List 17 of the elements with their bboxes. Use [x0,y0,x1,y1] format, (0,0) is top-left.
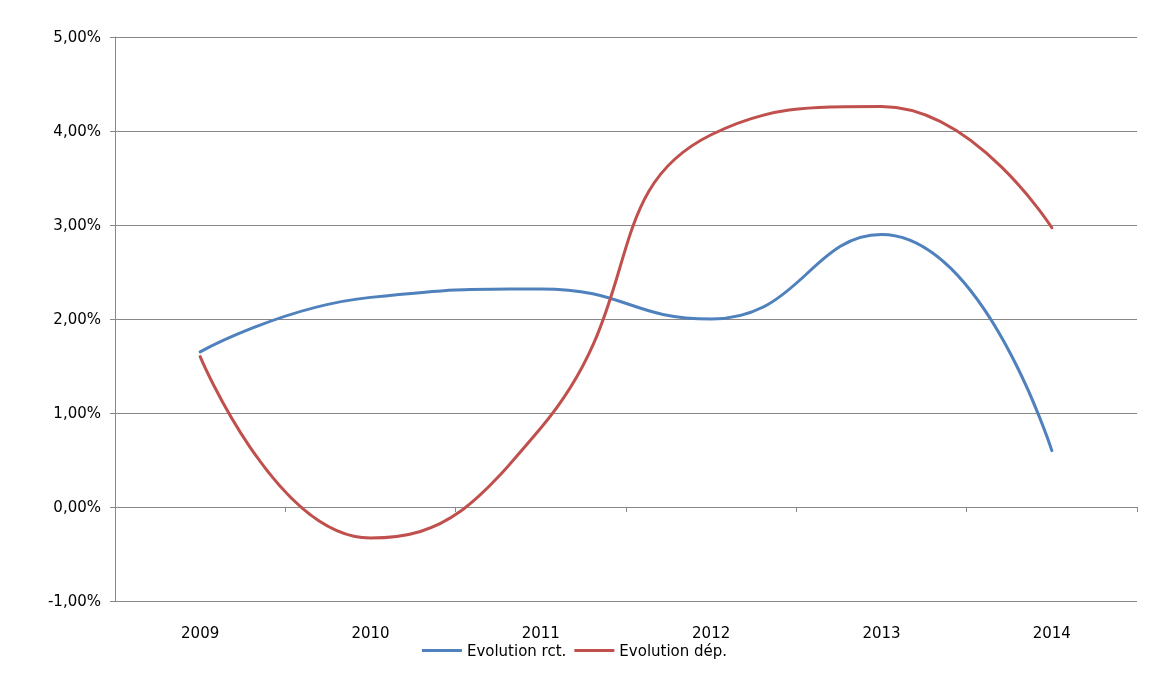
legend-label: Evolution rct. [466,641,567,660]
line-series [198,105,1054,540]
y-tick-label: 0,00% [53,498,101,516]
y-tick-label: 1,00% [53,404,101,422]
x-tick-label: 2014 [1032,623,1071,642]
x-tick-label: 2009 [181,623,220,642]
line-series [198,232,1054,453]
x-tick-label: 2010 [351,623,390,642]
y-tick-label: 5,00% [53,28,101,46]
x-tick-label: 2012 [692,623,731,642]
y-tick-label: 4,00% [53,122,101,140]
legend-label: Evolution dép. [619,641,728,660]
x-tick-label: 2013 [862,623,901,642]
y-tick-label: 3,00% [53,216,101,234]
x-tick-label: 2011 [521,623,560,642]
y-tick-label: 2,00% [53,310,101,328]
y-tick-label: -1,00% [47,592,101,610]
